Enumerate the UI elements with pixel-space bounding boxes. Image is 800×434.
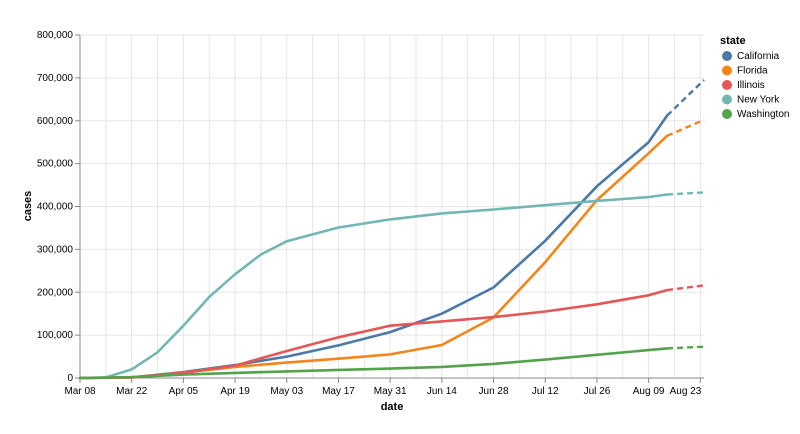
legend-label-illinois: Illinois [737, 80, 765, 91]
legend-label-california: California [737, 51, 780, 62]
x-ticks: Mar 08 Mar 22 Apr 05 Apr 19 May 03 May 17 May … [64, 378, 702, 397]
legend-swatch-illinois [722, 80, 732, 90]
legend: state California Florida Illinois New York W… [720, 35, 789, 120]
x-tick-label: Mar 08 [64, 386, 96, 397]
y-axis-title: cases [22, 191, 34, 222]
series-line-illinois [78, 288, 669, 380]
y-tick-label: 600,000 [37, 116, 74, 127]
legend-swatch-washington [722, 109, 732, 119]
legend-swatch-california [722, 51, 732, 61]
grid [79, 34, 704, 379]
series-forecast-california [666, 79, 705, 117]
y-ticks: 0 100,000 200,000 300,000 400,000 500,000 600,… [37, 30, 80, 384]
x-tick-label: May 17 [322, 386, 355, 397]
y-tick-label: 300,000 [37, 244, 74, 255]
y-tick-label: 100,000 [37, 330, 74, 341]
series-forecast-washington [667, 345, 705, 350]
legend-label-washington: Washington [737, 109, 789, 120]
x-tick-label: May 03 [270, 386, 303, 397]
series-forecast-new-york [667, 191, 705, 196]
legend-label-florida: Florida [737, 66, 768, 77]
x-tick-label: Jun 28 [479, 386, 509, 397]
series-forecast-illinois [666, 284, 705, 292]
x-tick-label: Jun 14 [427, 386, 457, 397]
y-tick-label: 200,000 [37, 287, 74, 298]
series [78, 79, 705, 380]
series-forecast-florida [666, 118, 705, 137]
y-tick-label: 800,000 [37, 30, 74, 41]
y-tick-label: 0 [67, 373, 73, 384]
series-line-california [78, 114, 669, 380]
x-tick-label: Aug 09 [633, 386, 665, 397]
x-tick-label: Jul 26 [584, 386, 611, 397]
x-tick-label: Apr 05 [169, 386, 199, 397]
y-tick-label: 500,000 [37, 159, 74, 170]
y-tick-label: 400,000 [37, 202, 74, 213]
legend-label-new-york: New York [737, 95, 780, 106]
y-tick-label: 700,000 [37, 73, 74, 84]
legend-swatch-new-york [722, 94, 732, 105]
x-tick-label: Aug 23 [670, 386, 702, 397]
legend-swatch-florida [722, 65, 732, 76]
x-tick-label: Mar 22 [116, 386, 148, 397]
x-tick-label: May 31 [374, 386, 407, 397]
series-line-washington [78, 347, 669, 380]
series-line-new-york [78, 193, 669, 380]
legend-title: state [720, 35, 746, 47]
x-axis-title: date [381, 401, 404, 413]
x-tick-label: Apr 19 [220, 386, 250, 397]
x-tick-label: Jul 12 [532, 386, 559, 397]
